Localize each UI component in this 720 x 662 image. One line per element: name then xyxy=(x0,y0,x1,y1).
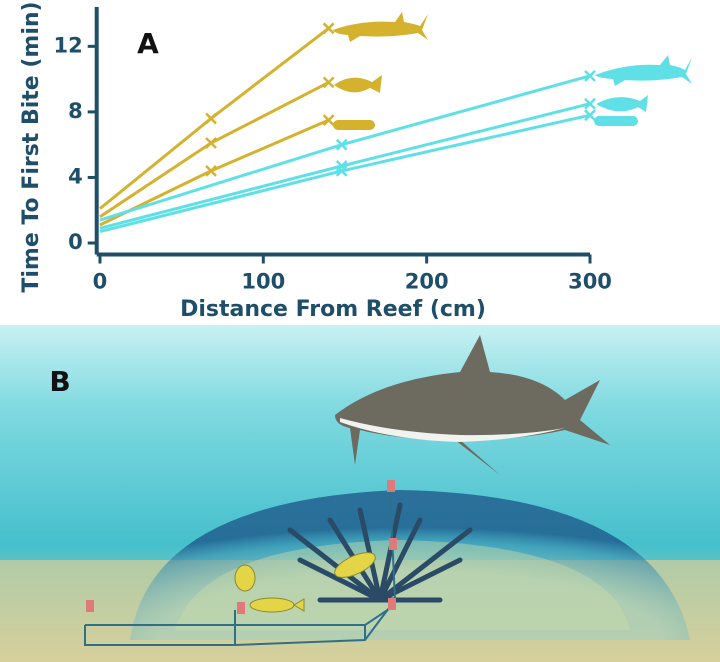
illustration xyxy=(0,325,720,662)
panel-label: B xyxy=(49,365,70,398)
shark-icon xyxy=(333,12,428,42)
point-marker xyxy=(584,69,596,82)
fish-icon xyxy=(596,95,648,112)
reef-fish xyxy=(234,552,376,613)
rig xyxy=(84,489,397,646)
point-marker xyxy=(205,137,217,149)
fish-icon xyxy=(334,75,382,93)
series-line xyxy=(99,81,330,219)
shark-icon xyxy=(595,55,692,86)
x-tick-label: 300 xyxy=(568,270,612,294)
icons xyxy=(333,12,692,130)
y-tick-label: 0 xyxy=(68,230,83,254)
shark xyxy=(335,335,610,475)
y-tick-label: 4 xyxy=(68,164,83,188)
panel-label: A xyxy=(137,27,159,60)
point-marker xyxy=(322,22,335,35)
point-marker xyxy=(584,97,596,110)
x-tick-label: 100 xyxy=(241,270,285,294)
x-axis-title: Distance From Reef (cm) xyxy=(180,297,486,322)
point-marker xyxy=(322,76,335,89)
y-axis-title: Time To First Bite (min) xyxy=(19,1,44,292)
y-tick-label: 12 xyxy=(53,33,82,57)
point-marker xyxy=(584,109,596,122)
point-marker xyxy=(205,112,217,125)
point-marker xyxy=(335,165,348,177)
point-marker xyxy=(322,114,335,126)
point-marker xyxy=(205,165,217,177)
x-tick-label: 0 xyxy=(93,270,108,294)
point-marker xyxy=(335,138,348,151)
x-tick-label: 200 xyxy=(405,270,449,294)
baits xyxy=(86,480,397,614)
bait-icon xyxy=(333,120,375,130)
bait-icon xyxy=(594,116,638,126)
y-tick-label: 8 xyxy=(68,99,83,123)
